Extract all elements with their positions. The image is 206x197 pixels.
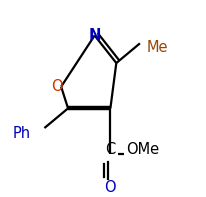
Text: OMe: OMe (125, 142, 158, 157)
Text: O: O (104, 180, 116, 195)
Text: N: N (88, 28, 100, 43)
Text: Ph: Ph (13, 126, 31, 141)
Text: Me: Me (146, 40, 167, 55)
Text: C: C (105, 142, 115, 157)
Text: O: O (51, 79, 63, 94)
